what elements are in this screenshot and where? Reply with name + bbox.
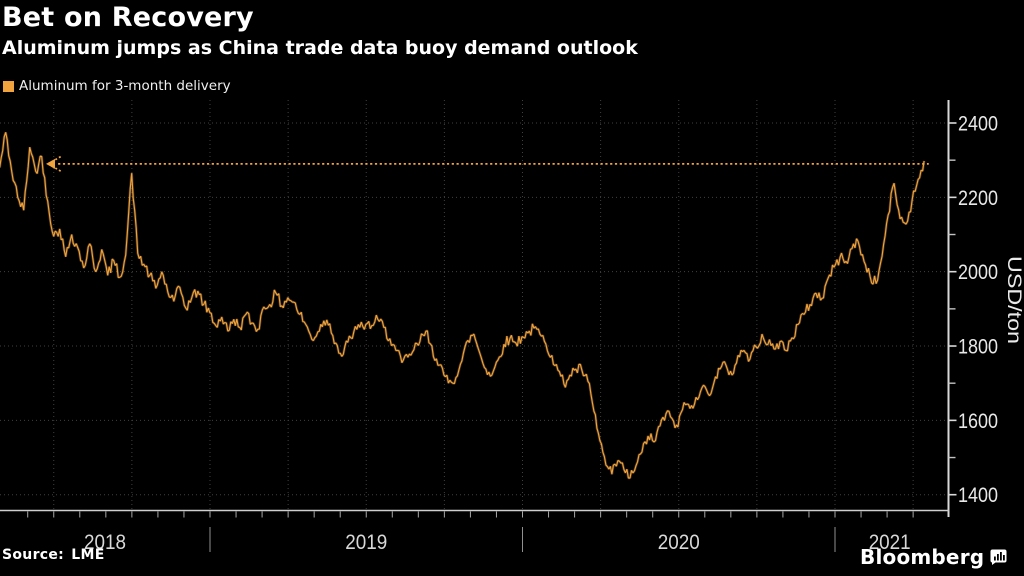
reference-line (46, 155, 929, 173)
source-note: Source: LME (2, 547, 105, 563)
price-line (0, 132, 925, 479)
x-year-label: 2020 (658, 531, 700, 554)
legend-swatch-icon (3, 80, 14, 92)
reference-arrow-wing (47, 155, 63, 165)
y-tick-label: 2200 (958, 187, 998, 210)
bloomberg-logo: Bloomberg (860, 545, 1007, 569)
y-axis-unit-label: USD/ton (1003, 256, 1024, 344)
axis-labels: 2400 2200 2000 1800 1600 1400 USD/ton 2018 2019 2… (84, 113, 1024, 555)
legend: Aluminum for 3-month delivery (3, 78, 231, 94)
y-tick-label: 1800 (958, 336, 998, 359)
legend-label: Aluminum for 3-month delivery (19, 78, 231, 94)
bar-chart-bubble-icon (990, 549, 1007, 565)
reference-arrow-wing (47, 163, 63, 173)
bloomberg-wordmark: Bloomberg (860, 545, 985, 569)
chart-subtitle: Aluminum jumps as China trade data buoy … (2, 37, 638, 59)
y-tick-label: 1400 (958, 484, 998, 507)
gridlines (0, 100, 948, 511)
price-line-glow (0, 131, 926, 480)
price-series (0, 131, 926, 480)
page-title: Bet on Recovery (2, 2, 254, 33)
x-year-label: 2018 (84, 531, 126, 554)
y-tick-label: 2000 (958, 261, 998, 284)
reference-arrowhead (46, 158, 55, 169)
x-year-label: 2019 (345, 531, 387, 554)
y-tick-label: 2400 (958, 113, 998, 136)
x-year-label: 2021 (869, 531, 911, 554)
y-tick-label: 1600 (958, 410, 998, 433)
axes (0, 100, 957, 552)
